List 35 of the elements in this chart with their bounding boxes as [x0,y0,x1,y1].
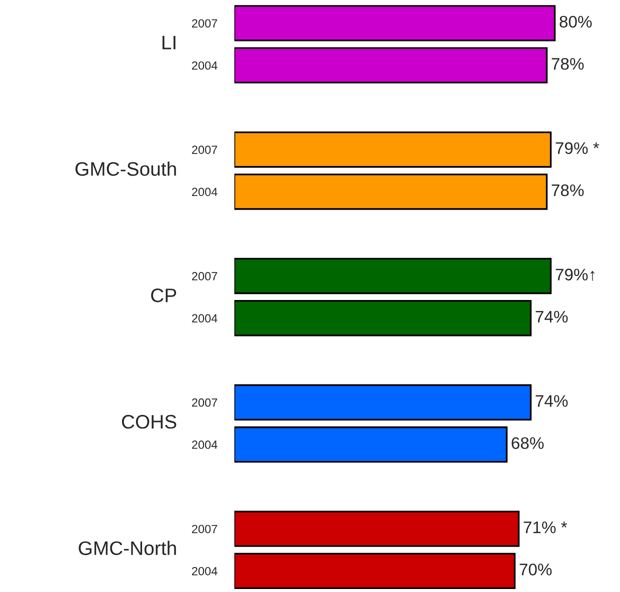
bar [234,174,548,210]
y-tick-label: 2007 [192,398,218,407]
text: GMC-North [78,540,176,556]
data-label: 74% [536,310,568,323]
bar [234,552,516,590]
y-tick-label: 2004 [192,566,218,576]
y-tick-label: 2007 [192,272,218,280]
data-label: 80% [560,16,592,28]
y-tick-label: 2004 [192,188,218,196]
y-tick-label: 2004 [192,61,218,70]
data-label: 74% [536,395,568,407]
y-tick-label: 2007 [192,19,218,28]
bar [234,384,532,420]
bar [234,300,532,336]
y-tick-label: 2004 [192,314,218,323]
text: LI [162,36,176,50]
text: CP [151,288,176,302]
y-tick-label: 2007 [192,146,218,154]
y-tick-label: 2007 [192,524,218,534]
bar [234,5,556,42]
data-label: 79%↑ [556,268,594,281]
data-label: 71% * [524,522,568,534]
bar [234,510,520,547]
text: COHS [122,414,176,429]
text: GMC-South [75,162,176,176]
data-label: 78% [552,58,584,70]
data-label: 68% [512,437,544,449]
bar [234,131,552,168]
bar [234,258,552,294]
data-label: 79% * [556,142,600,154]
bar [234,426,508,463]
data-label: 70% [520,564,552,576]
data-label: 78% [552,184,584,196]
y-tick-label: 2004 [192,440,218,449]
bar [234,47,548,84]
